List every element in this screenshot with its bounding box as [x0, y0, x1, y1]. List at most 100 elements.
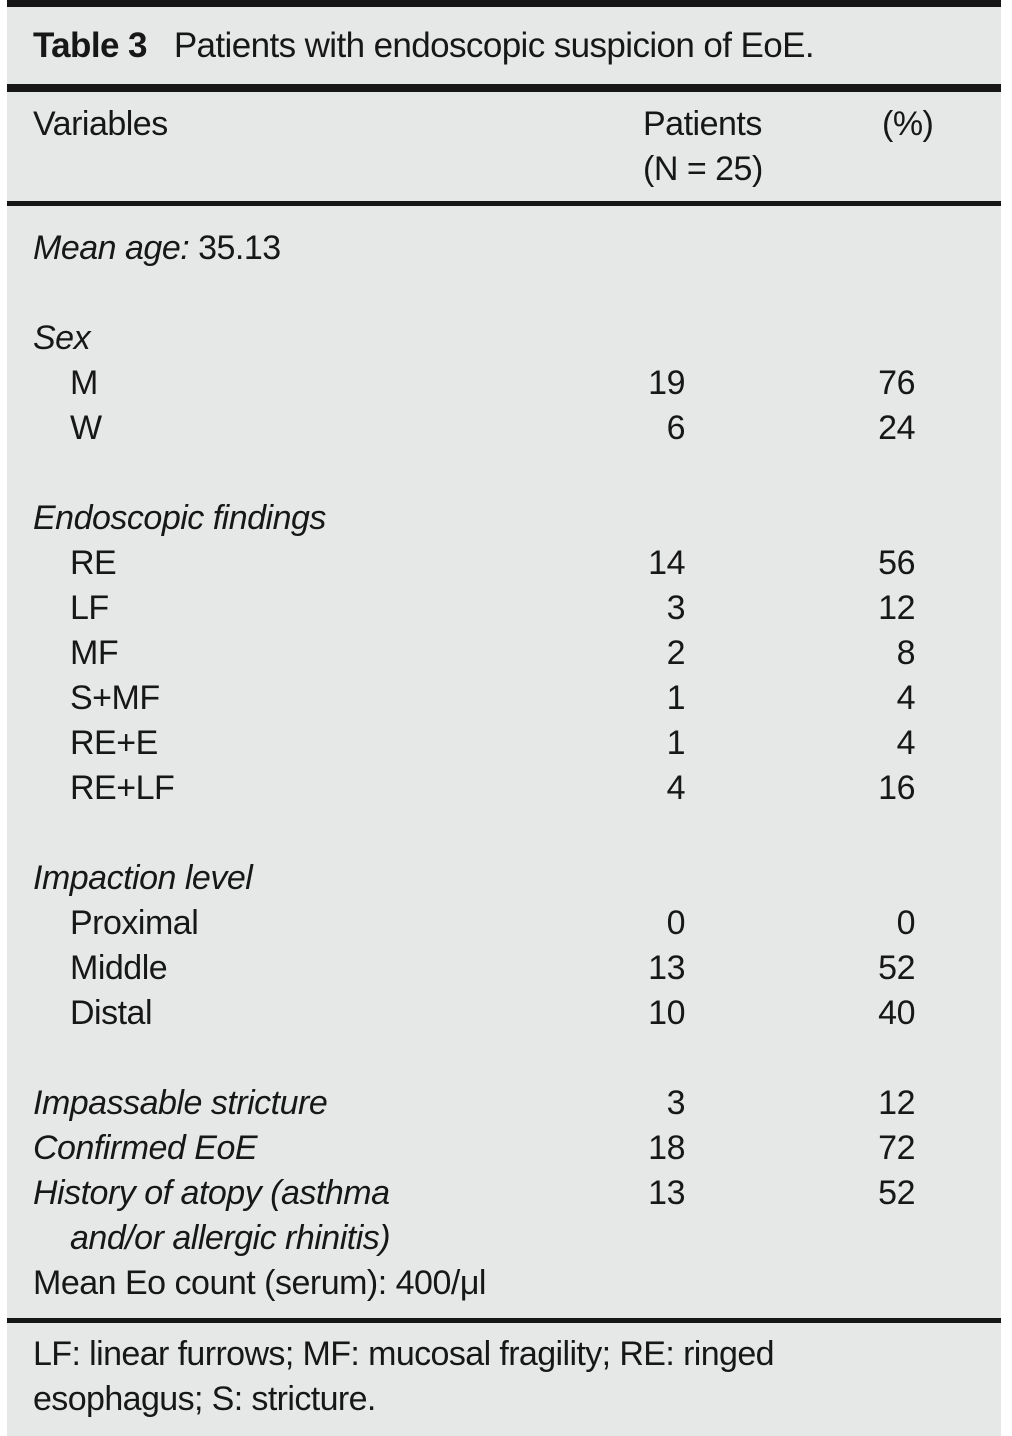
patients-value: 3	[666, 1084, 686, 1122]
percent-value: 8	[896, 634, 916, 672]
row-spacer	[7, 811, 1001, 856]
percent-value	[685, 496, 915, 541]
row-label: MF	[70, 634, 119, 672]
percent-value: 4	[896, 724, 916, 762]
table-row: RE+E 1 4	[7, 721, 1001, 766]
row-label: Sex	[33, 319, 91, 357]
row-label: RE	[70, 544, 117, 582]
table-row: W 6 24	[7, 406, 1001, 451]
table-row: History of atopy (asthma 13 52	[7, 1171, 1001, 1216]
percent-value	[685, 1261, 915, 1306]
row-label: LF	[70, 589, 109, 627]
percent-value: 76	[878, 364, 915, 402]
patients-value	[525, 856, 685, 901]
percent-value: 52	[878, 949, 915, 987]
table-title: Table 3 Patients with endoscopic suspicio…	[7, 7, 1001, 84]
percent-value: 4	[896, 679, 916, 717]
row-label: Mean age: 35.13	[33, 226, 525, 271]
table-row: Confirmed EoE 18 72	[7, 1126, 1001, 1171]
row-label: RE+E	[70, 724, 158, 762]
patients-value: 18	[648, 1129, 685, 1167]
column-header-percent-label: (%)	[882, 105, 934, 143]
percent-value: 12	[878, 1084, 915, 1122]
table-body: Mean age: 35.13 Sex M 19 76 W 6 24 Endoscopic fi…	[7, 206, 1001, 1318]
table-row: M 19 76	[7, 361, 1001, 406]
table-row: Mean Eo count (serum): 400/μl	[7, 1261, 1001, 1306]
percent-value: 0	[896, 904, 916, 942]
patients-value: 3	[666, 589, 686, 627]
row-label: RE+LF	[70, 769, 175, 807]
table-card: Table 3 Patients with endoscopic suspicio…	[7, 0, 1001, 1436]
patients-value	[525, 226, 685, 271]
row-label: Endoscopic findings	[33, 499, 326, 537]
patients-value: 19	[648, 364, 685, 402]
patients-value: 6	[666, 409, 686, 447]
row-label: Middle	[70, 949, 168, 987]
footnote-line1: LF: linear furrows; MF: mucosal fragilit…	[33, 1335, 775, 1373]
patients-value	[525, 316, 685, 361]
row-spacer	[7, 1036, 1001, 1081]
row-spacer	[7, 451, 1001, 496]
table-caption: Patients with endoscopic suspicion of Eo…	[173, 26, 815, 65]
percent-value: 72	[878, 1129, 915, 1167]
percent-value: 16	[878, 769, 915, 807]
percent-value: 12	[878, 589, 915, 627]
row-label-italic-part: Mean age:	[33, 229, 190, 267]
table-row: and/or allergic rhinitis)	[7, 1216, 1001, 1261]
title-separator-rule	[7, 84, 1001, 92]
column-header-patients-line2: (N = 25)	[643, 150, 763, 188]
percent-value: 52	[878, 1174, 915, 1212]
patients-value: 1	[666, 724, 686, 762]
patients-value	[525, 496, 685, 541]
percent-value: 40	[878, 994, 915, 1032]
footnote: LF: linear furrows; MF: mucosal fragilit…	[7, 1323, 1001, 1436]
row-label: Confirmed EoE	[33, 1129, 258, 1167]
patients-value	[525, 1261, 685, 1306]
patients-value: 1	[666, 679, 686, 717]
top-rule	[7, 0, 1001, 7]
column-header-variables: Variables	[33, 105, 168, 143]
table-number: Table 3	[33, 26, 147, 65]
footnote-separator-rule	[7, 1318, 1001, 1323]
row-label: Impassable stricture	[33, 1084, 328, 1122]
table-row: Sex	[7, 316, 1001, 361]
percent-value	[685, 226, 915, 271]
row-label: Mean Eo count (serum): 400/μl	[33, 1264, 486, 1302]
percent-value	[685, 316, 915, 361]
row-label: Distal	[70, 994, 153, 1032]
table-row: MF 2 8	[7, 631, 1001, 676]
row-label: W	[70, 409, 102, 447]
row-label: and/or allergic rhinitis)	[70, 1219, 391, 1257]
table-row: Distal 10 40	[7, 991, 1001, 1036]
table-row: LF 3 12	[7, 586, 1001, 631]
row-label: M	[70, 364, 98, 402]
column-header-patients: Patients (N = 25)	[525, 102, 763, 192]
table-row: RE 14 56	[7, 541, 1001, 586]
percent-value	[685, 1216, 915, 1261]
table-row: S+MF 1 4	[7, 676, 1001, 721]
patients-value: 14	[648, 544, 685, 582]
table-row: Proximal 0 0	[7, 901, 1001, 946]
header-separator-rule	[7, 201, 1001, 206]
row-spacer	[7, 271, 1001, 316]
row-label: Proximal	[70, 904, 199, 942]
table-row: Impassable stricture 3 12	[7, 1081, 1001, 1126]
table-header-row: Variables Patients (N = 25) (%)	[7, 92, 1001, 201]
table-row: RE+LF 4 16	[7, 766, 1001, 811]
row-label: S+MF	[70, 679, 160, 717]
row-label-roman-part: 35.13	[189, 229, 281, 267]
table-row: Mean age: 35.13	[7, 226, 1001, 271]
patients-value	[525, 1216, 685, 1261]
patients-value: 10	[648, 994, 685, 1032]
patients-value: 0	[666, 904, 686, 942]
percent-value	[685, 856, 915, 901]
patients-value: 13	[648, 1174, 685, 1212]
percent-value: 24	[878, 409, 915, 447]
column-header-patients-line1: Patients	[643, 105, 762, 143]
patients-value: 13	[648, 949, 685, 987]
column-header-percent: (%)	[685, 102, 934, 192]
patients-value: 2	[666, 634, 686, 672]
row-label: Impaction level	[33, 859, 253, 897]
table-row: Middle 13 52	[7, 946, 1001, 991]
